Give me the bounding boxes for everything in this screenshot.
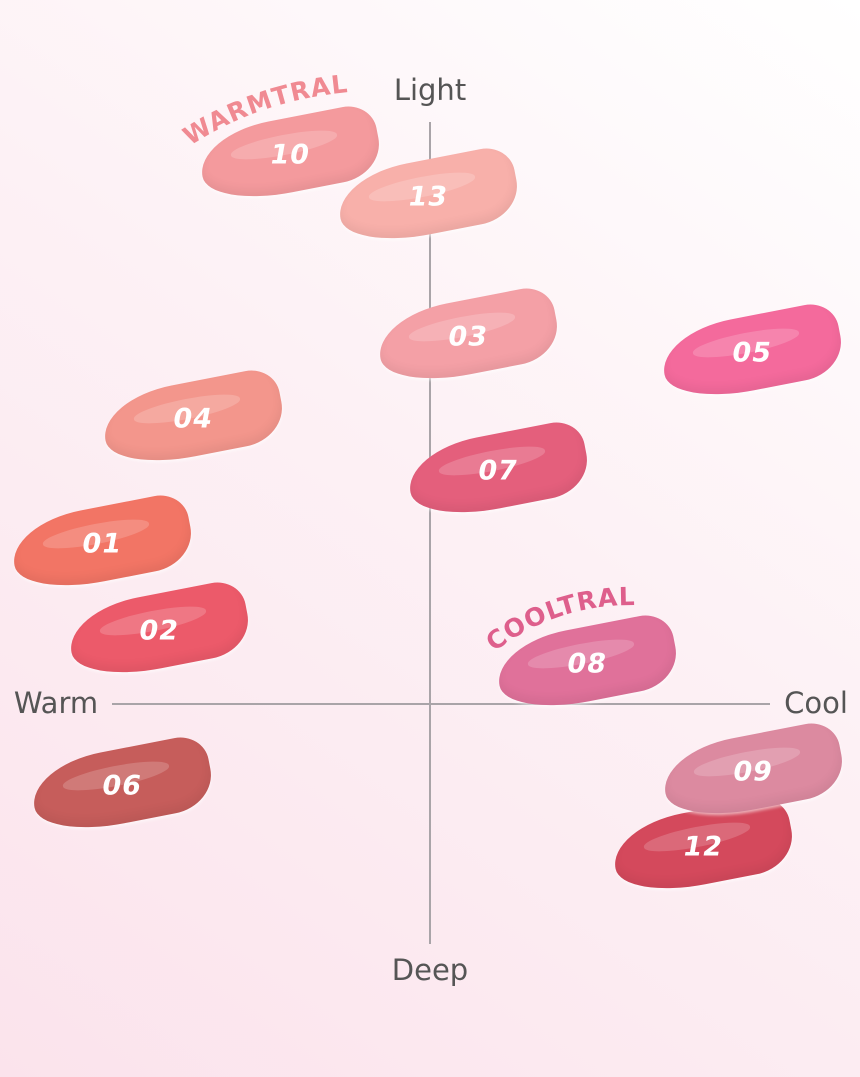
axis-label-light: Light [393, 73, 467, 107]
axis-label-cool: Cool [784, 686, 848, 720]
axis-label-deep: Deep [391, 953, 469, 987]
warmtral-label: WARMTRAL [178, 69, 350, 151]
horizontal-axis [112, 703, 770, 705]
cooltral-label: COOLTRAL [481, 582, 636, 657]
axis-label-warm: Warm [13, 686, 99, 720]
vertical-axis [429, 122, 431, 944]
